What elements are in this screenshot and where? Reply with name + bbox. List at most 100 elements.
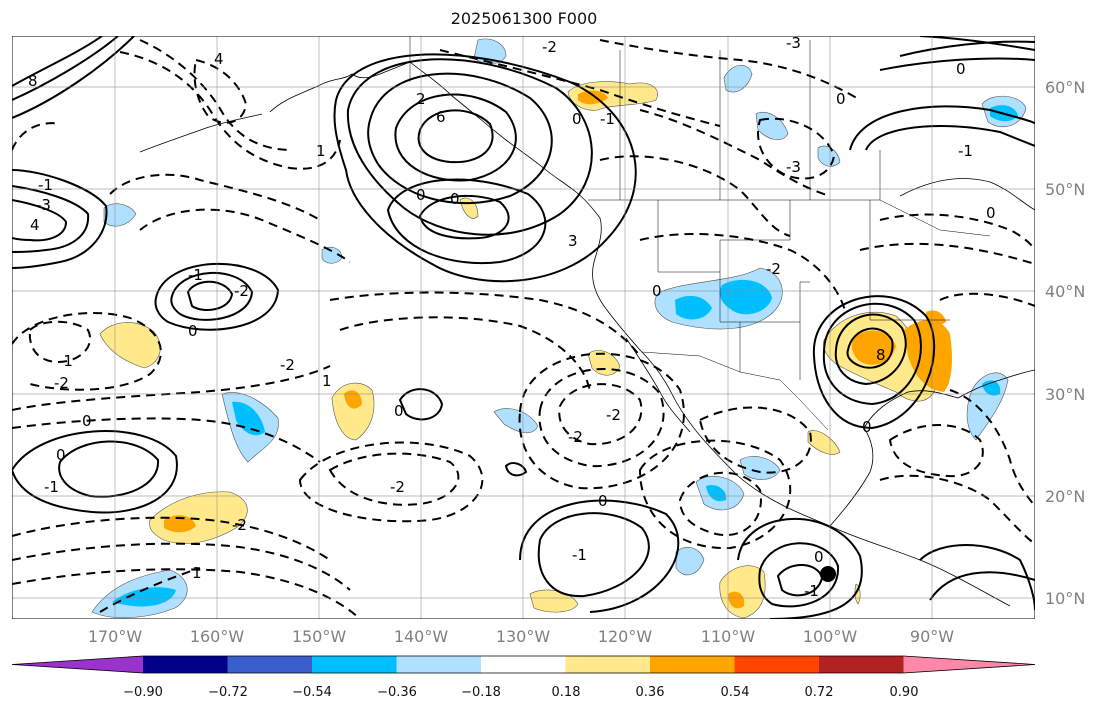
contour-label: -2: [390, 478, 405, 496]
lon-tick-label: 160°W: [190, 627, 245, 646]
lon-tick-label: 100°W: [803, 627, 858, 646]
contour-dashed: [859, 242, 1035, 265]
colorbar-tick-label: 0.90: [890, 685, 919, 700]
contour-solid: [519, 499, 680, 613]
contour-solid: [386, 178, 547, 265]
lon-tick-label: 110°W: [701, 627, 756, 646]
lat-tick-label: 50°N: [1045, 180, 1085, 199]
contour-dashed: [879, 474, 1035, 545]
contour-label: 8: [28, 72, 38, 90]
contour-dashed: [12, 312, 162, 391]
colorbar-tick-label: 0.54: [721, 685, 750, 700]
contour-dashed: [639, 109, 831, 197]
contour-solid: [12, 169, 108, 269]
colorbar: −0.90 −0.72 −0.54 −0.36 −0.18 0.18 0.36 …: [11, 655, 1036, 700]
colorbar-outline: [11, 655, 1036, 674]
shading-layer: [91, 38, 1027, 619]
contour-label: -1: [44, 478, 59, 496]
contour-label: -1: [38, 176, 53, 194]
shade-neg: [817, 145, 841, 167]
colorbar-segments: [11, 655, 1036, 674]
lat-tick-label: 40°N: [1045, 282, 1085, 301]
contour-dashed: [638, 439, 792, 550]
shade-neg: [321, 246, 343, 264]
contour-dashed: [298, 441, 484, 523]
lat-tick-label: 30°N: [1045, 385, 1085, 404]
contour-dashed: [139, 208, 351, 263]
contour-label: 4: [30, 216, 40, 234]
contour-solid: [919, 544, 1035, 611]
contour-solid: [822, 303, 922, 406]
contour-dashed: [678, 471, 762, 537]
contour-label: -1: [958, 142, 973, 160]
colorbar-tick-label: −0.18: [461, 685, 501, 700]
border-layer: [409, 36, 991, 431]
contour-label: -1: [600, 110, 615, 128]
lon-tick-label: 150°W: [292, 627, 347, 646]
contour-solid: [846, 327, 894, 369]
contour-label: -2: [234, 282, 249, 300]
contour-solid: [12, 36, 135, 119]
colorbar-segment: [227, 656, 313, 673]
contour-solid: [12, 185, 90, 253]
contour-label: 4: [214, 50, 224, 68]
contour-solid: [367, 72, 553, 205]
contour-label: -2: [280, 356, 295, 374]
shade-pos: [807, 430, 841, 455]
shade-neg: [739, 456, 781, 480]
contour-solid: [834, 313, 907, 386]
contour-label: 0: [836, 90, 846, 108]
contour-dashed: [599, 39, 861, 101]
contour-label: 0: [394, 402, 404, 420]
contour-dashed: [12, 365, 331, 411]
contour-solid: [417, 109, 494, 164]
shade-pos: [331, 382, 375, 441]
lon-tick-label: 170°W: [88, 627, 143, 646]
contour-label: 0: [416, 186, 426, 204]
shade-neg: [675, 295, 712, 320]
contour-label: 0: [82, 412, 92, 430]
colorbar-tick-label: −0.36: [377, 685, 417, 700]
contour-label: -1: [572, 546, 587, 564]
lon-tick-label: 130°W: [496, 627, 551, 646]
coastline-gulf: [829, 369, 1035, 527]
contour-label: -2: [766, 260, 781, 278]
contour-label: 0: [986, 204, 996, 222]
contour-solid: [12, 199, 68, 242]
contour-label: -2: [232, 516, 247, 534]
coastline-hudson: [899, 178, 1035, 211]
colorbar-extend-max: [903, 656, 1035, 673]
colorbar-tick-labels: −0.90 −0.72 −0.54 −0.36 −0.18 0.18 0.36 …: [123, 685, 918, 700]
contour-dashed-group: [12, 39, 1035, 619]
contour-label: 2: [416, 90, 426, 108]
contour-solid: [186, 280, 234, 311]
shade-neg: [232, 401, 265, 436]
contour-label: -2: [542, 38, 557, 56]
contour-dashed: [139, 39, 293, 151]
map-panel: 8 4 6 2 0 0 -2 -3 -3 0 4 -1 1 3 0 0 -3 -…: [12, 34, 1035, 619]
colorbar-tick-label: 0.18: [552, 685, 581, 700]
colorbar-tick-label: −0.54: [292, 685, 332, 700]
contour-label: 6: [436, 108, 446, 126]
colorbar-extend-min: [12, 656, 143, 673]
colorbar-segment: [481, 656, 566, 673]
contour-dashed: [879, 213, 1035, 251]
contour-layer: [12, 36, 1035, 619]
colorbar-segment: [143, 656, 228, 673]
contour-dashed: [518, 352, 685, 490]
colorbar-segment: [565, 656, 651, 673]
colorbar-tick-label: 0.36: [636, 685, 665, 700]
contour-label: -3: [786, 34, 801, 52]
contour-dashed: [639, 233, 847, 315]
contour-solid: [737, 517, 863, 619]
contour-dashed: [12, 516, 331, 561]
shade-neg: [719, 279, 772, 315]
lon-axis-labels: 170°W 160°W 150°W 140°W 130°W 120°W 110°…: [88, 627, 954, 646]
shade-pos: [728, 591, 745, 609]
contour-dashed: [119, 51, 341, 170]
contour-label: 0: [450, 190, 460, 208]
shade-pos: [164, 515, 196, 533]
contour-label: 0: [572, 110, 582, 128]
colorbar-tick-label: −0.72: [208, 685, 248, 700]
contour-solid: [170, 271, 254, 321]
